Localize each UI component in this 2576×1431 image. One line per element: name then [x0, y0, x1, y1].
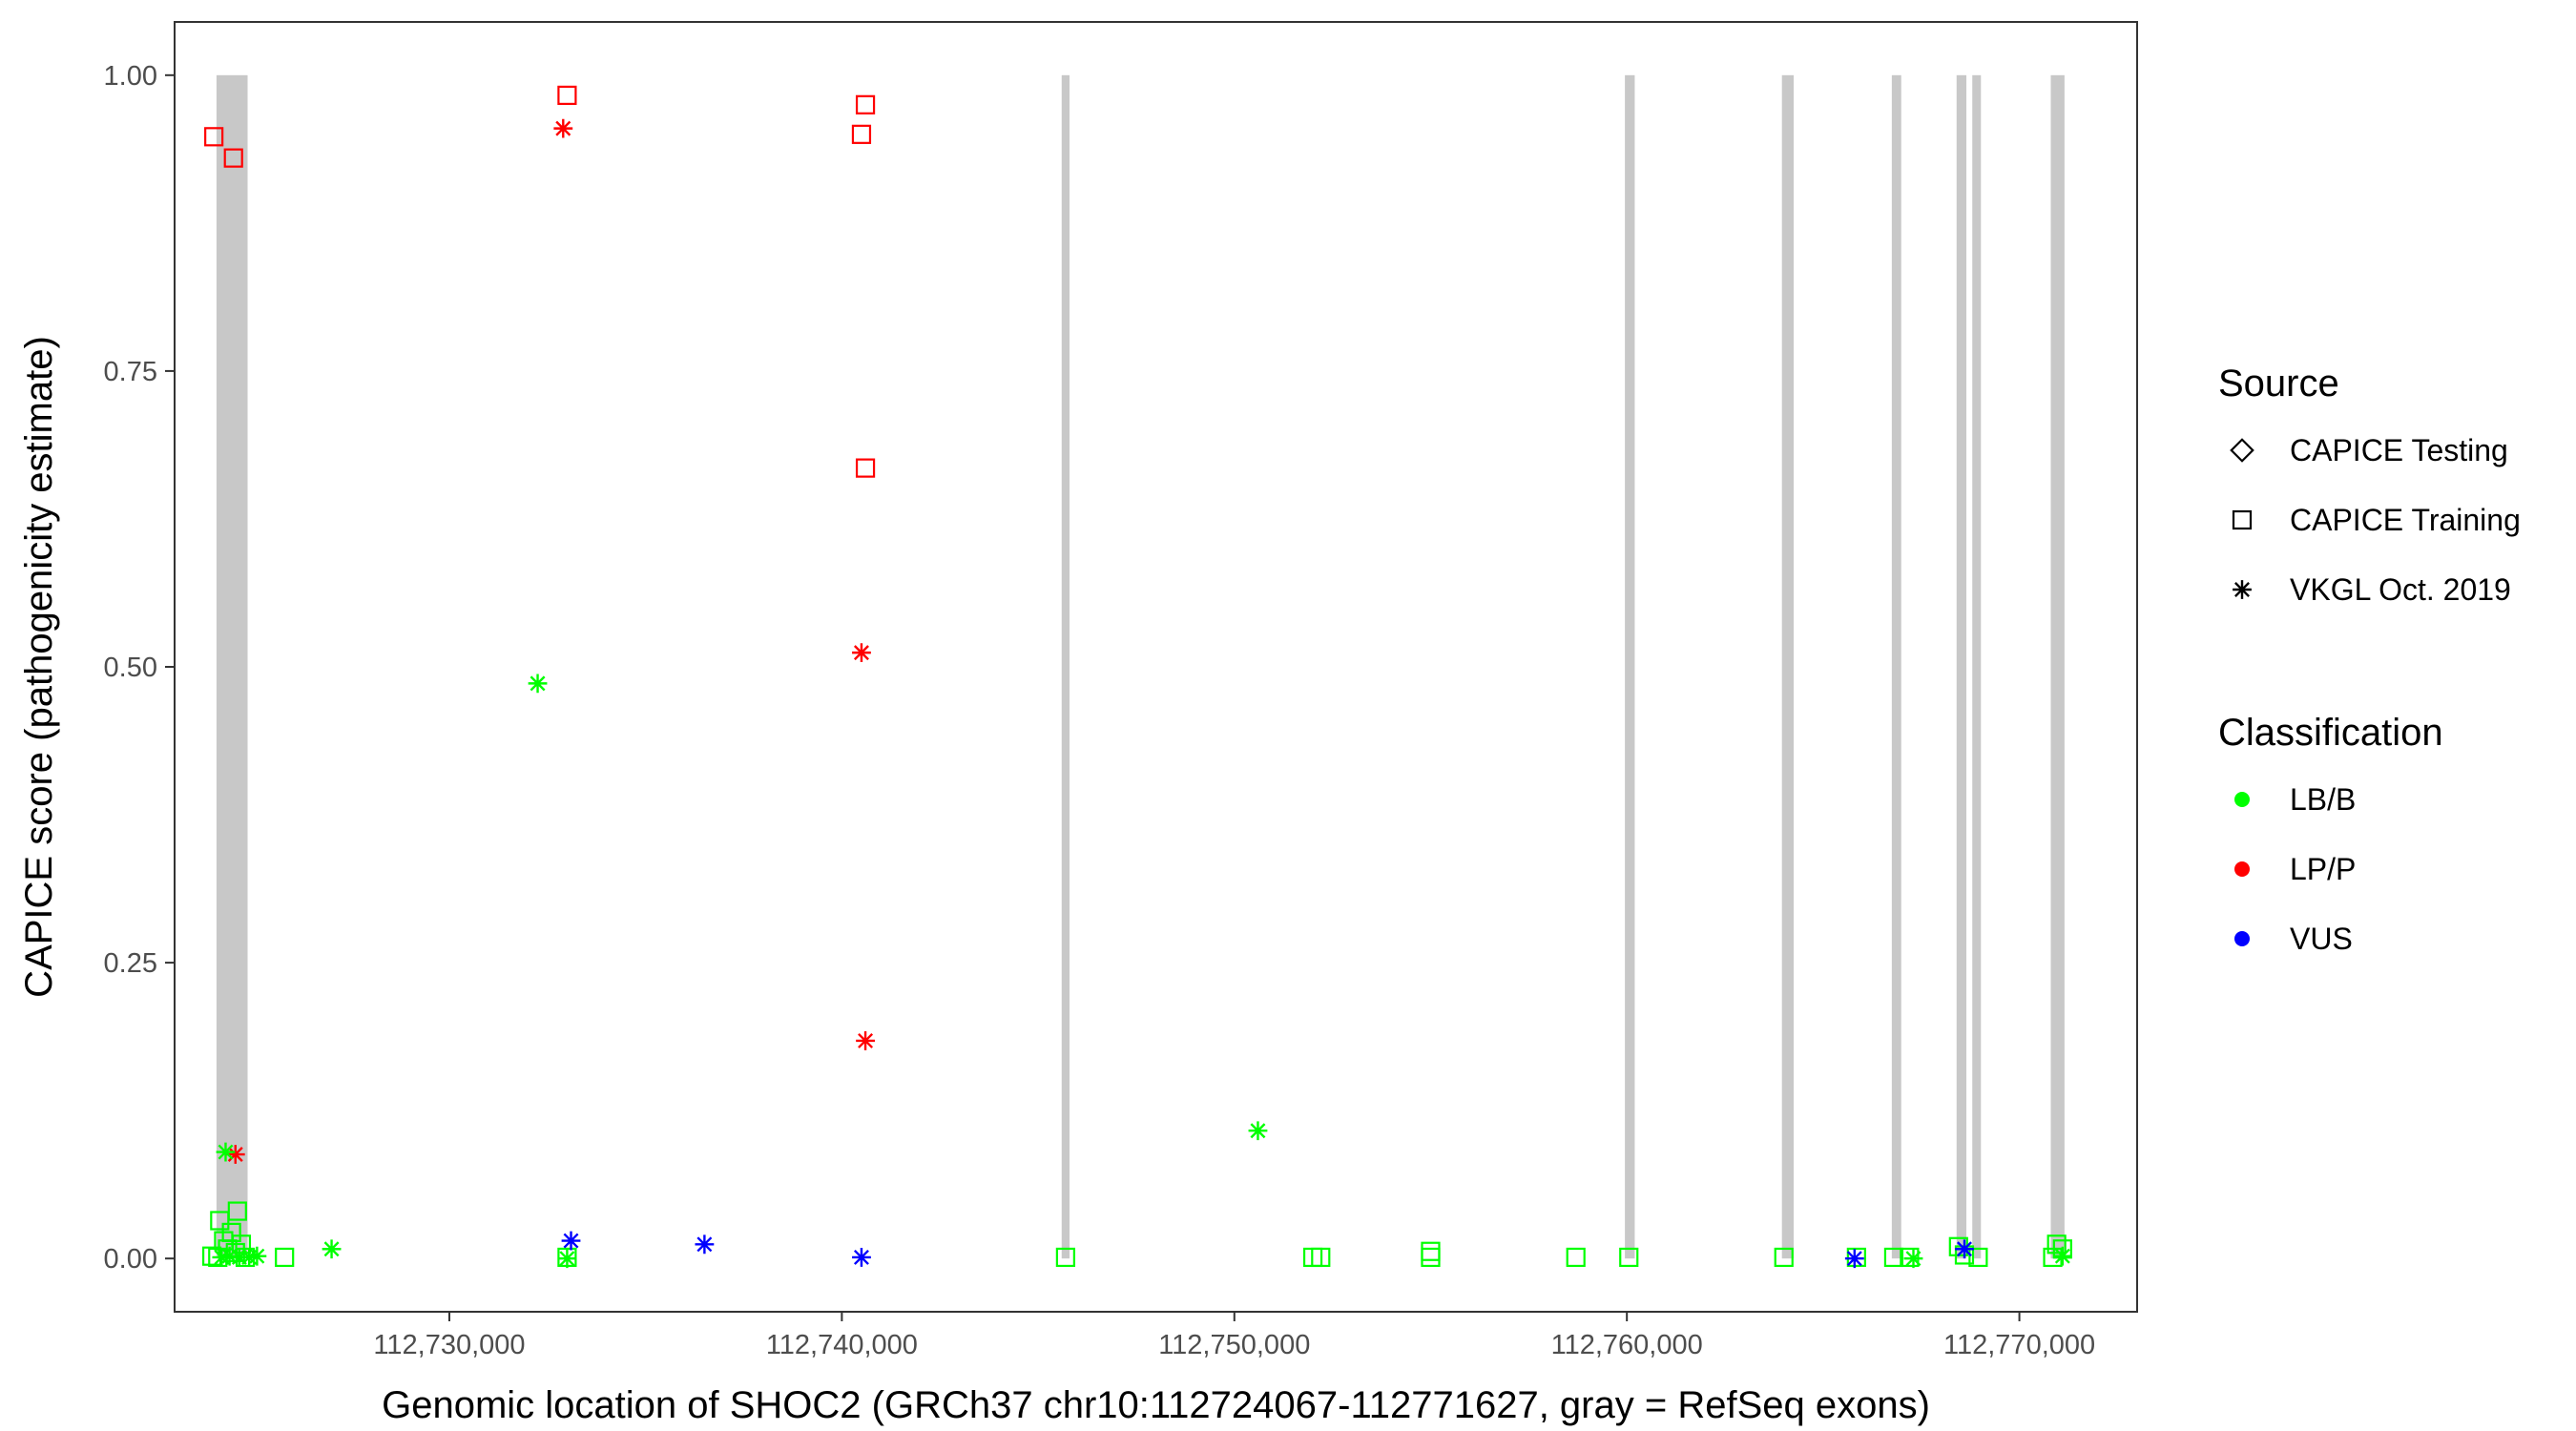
- data-point: [528, 674, 548, 694]
- data-point: [855, 94, 876, 114]
- data-point: [2052, 1246, 2072, 1266]
- exon-band: [1061, 74, 1070, 1259]
- legend-label: LB/B: [2290, 782, 2356, 817]
- data-point: [695, 1234, 715, 1255]
- data-point: [275, 1247, 295, 1268]
- data-point: [852, 643, 871, 663]
- legend: Source CAPICE Testing CAPICE Training VKGL …: [2218, 363, 2521, 956]
- data-point: [1421, 1247, 1441, 1268]
- data-point: [851, 124, 872, 144]
- x-tick-label: 112,750,000: [1158, 1330, 1310, 1360]
- y-tick-label: 0.50: [104, 653, 157, 683]
- data-point: [216, 1142, 236, 1162]
- exon-band: [1625, 74, 1635, 1259]
- y-tick-label: 1.00: [104, 61, 157, 92]
- legend-label: VKGL Oct. 2019: [2290, 572, 2511, 607]
- data-point: [1311, 1247, 1331, 1268]
- x-tick-label: 112,730,000: [373, 1330, 525, 1360]
- data-point: [856, 1031, 875, 1050]
- exon-band: [1891, 74, 1901, 1259]
- y-tick-label: 0.75: [104, 357, 157, 387]
- data-point: [322, 1239, 342, 1259]
- data-points: [201, 85, 2072, 1269]
- y-tick-label: 0.25: [104, 948, 157, 979]
- exon-band: [1956, 74, 1967, 1259]
- data-point: [1903, 1249, 1923, 1269]
- data-point: [1055, 1247, 1075, 1268]
- data-point: [1955, 1239, 1974, 1259]
- y-tick-label: 0.00: [104, 1244, 157, 1275]
- exon-band: [216, 74, 248, 1259]
- data-point: [1900, 1247, 1920, 1268]
- data-point: [229, 1248, 249, 1267]
- exon-band: [2050, 74, 2065, 1259]
- exon-band: [1972, 74, 1982, 1259]
- legend-key-asterisk: [2233, 580, 2252, 599]
- y-axis-title: CAPICE score (pathogenicity estimate): [18, 336, 60, 998]
- data-point: [223, 148, 243, 168]
- data-point: [239, 1248, 260, 1267]
- legend-label: CAPICE Training: [2290, 503, 2521, 537]
- data-point: [852, 1248, 871, 1267]
- data-point: [225, 1145, 245, 1164]
- data-point: [855, 458, 876, 478]
- legend-label: VUS: [2290, 922, 2353, 956]
- data-point: [561, 1231, 581, 1251]
- legend-label: CAPICE Testing: [2290, 433, 2508, 467]
- exon-band: [1781, 74, 1795, 1259]
- data-point: [1566, 1247, 1586, 1268]
- data-point: [2046, 1234, 2067, 1255]
- legend-title: Classification: [2218, 712, 2443, 754]
- data-point: [1774, 1247, 1794, 1268]
- legend-key-square: [2232, 509, 2253, 530]
- data-point: [219, 1246, 239, 1266]
- data-point: [557, 85, 577, 106]
- legend-key-dot: [2234, 792, 2250, 807]
- x-tick-label: 112,770,000: [1943, 1330, 2095, 1360]
- legend-key-dot: [2234, 861, 2250, 877]
- data-point: [1883, 1247, 1904, 1268]
- y-axis: 0.00 0.25 0.50 0.75 1.00: [104, 61, 175, 1275]
- data-point: [212, 1248, 232, 1267]
- data-point: [1968, 1247, 1988, 1268]
- data-point: [553, 118, 573, 138]
- data-point: [204, 127, 224, 147]
- data-point: [1846, 1247, 1866, 1268]
- data-point: [557, 1249, 577, 1269]
- data-point: [247, 1246, 267, 1266]
- x-tick-label: 112,740,000: [766, 1330, 918, 1360]
- data-point: [1619, 1247, 1639, 1268]
- x-axis-title: Genomic location of SHOC2 (GRCh37 chr10:…: [382, 1384, 1930, 1426]
- legend-label: LP/P: [2290, 852, 2356, 886]
- data-point: [210, 1211, 230, 1231]
- x-axis: 112,730,000 112,740,000 112,750,000 112,760…: [373, 1312, 2095, 1360]
- legend-key-diamond: [2230, 438, 2254, 463]
- data-point: [1248, 1121, 1268, 1141]
- data-point: [1844, 1249, 1864, 1269]
- legend-title: Source: [2218, 363, 2339, 404]
- legend-key-dot: [2234, 931, 2250, 946]
- exon-bands: [216, 74, 2065, 1259]
- x-tick-label: 112,760,000: [1551, 1330, 1703, 1360]
